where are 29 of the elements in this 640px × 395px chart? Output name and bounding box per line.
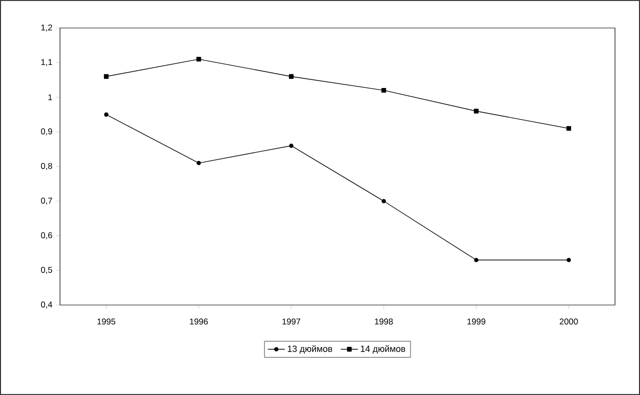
y-tick-label: 0,5: [41, 266, 52, 274]
point: [289, 144, 294, 148]
x-tick-label: 1998: [374, 318, 393, 325]
y-tick-label: 0,6: [41, 232, 52, 240]
x-tick-label: 2000: [560, 318, 578, 325]
y-tick-label: 1,2: [41, 24, 52, 32]
point: [474, 258, 478, 262]
legend-label: 14 дюймов: [360, 345, 406, 354]
y-tick-label: 0,7: [41, 198, 52, 205]
x-tick-label: 1999: [467, 318, 486, 325]
point: [381, 88, 386, 93]
point: [104, 112, 108, 117]
point: [474, 108, 479, 114]
legend-label: 13 дюймов: [288, 345, 332, 354]
y-tick-label: 0,4: [41, 302, 52, 308]
y-tick-label: 0,9: [41, 128, 52, 136]
y-tick-label: 1: [48, 94, 52, 100]
y-tick-label: 0,8: [41, 163, 52, 170]
point: [566, 126, 572, 131]
point: [566, 258, 571, 262]
point: [288, 74, 294, 79]
x-tick-label: 1995: [97, 318, 116, 325]
point: [104, 74, 109, 79]
point: [196, 56, 202, 62]
y-tick-label: 1,1: [41, 59, 52, 66]
point: [382, 198, 386, 204]
x-tick-label: 1996: [190, 318, 208, 325]
x-tick-label: 1997: [282, 318, 300, 325]
point: [196, 160, 201, 166]
